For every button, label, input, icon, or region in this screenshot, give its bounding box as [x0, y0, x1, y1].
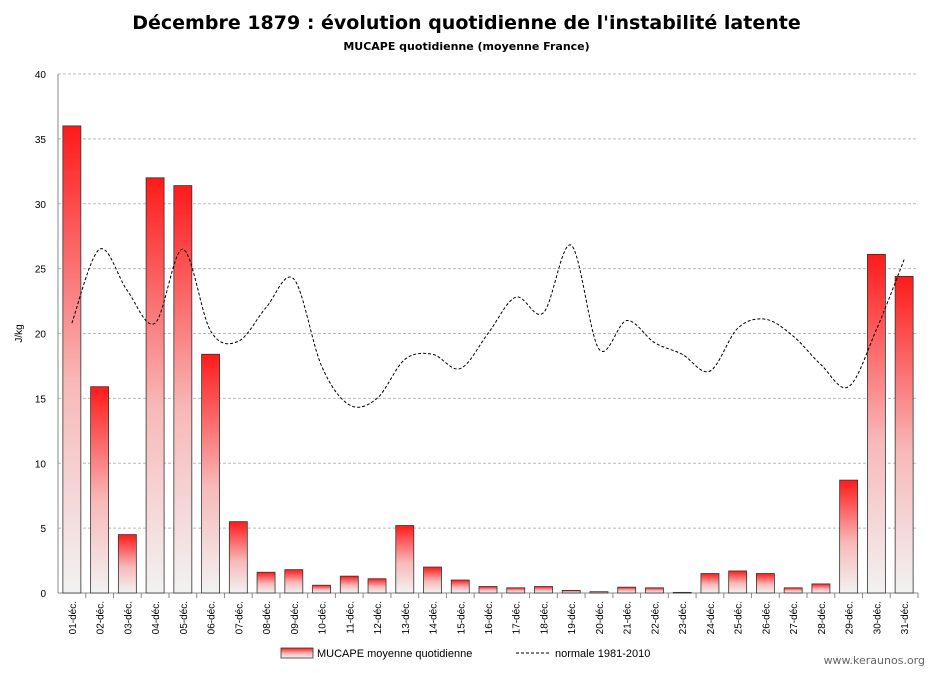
x-tick-label: 28-déc. — [817, 601, 828, 634]
normal-line — [71, 244, 905, 408]
x-tick-label: 20-déc. — [595, 601, 606, 634]
bar — [783, 587, 803, 594]
x-tick-label: 07-déc. — [234, 601, 245, 634]
y-tick-label: 10 — [35, 459, 47, 470]
bar — [478, 586, 498, 594]
x-tick-label: 18-déc. — [539, 601, 550, 634]
bar — [145, 177, 165, 594]
x-tick-label: 21-déc. — [623, 601, 634, 634]
x-tick-label: 09-déc. — [290, 601, 301, 634]
bar — [284, 569, 304, 594]
bar — [866, 253, 886, 594]
y-axis-label: J/kg — [14, 324, 25, 342]
bar — [811, 583, 831, 594]
chart-title: Décembre 1879 : évolution quotidienne de… — [132, 12, 801, 34]
bar — [700, 573, 720, 594]
x-tick-label: 12-déc. — [373, 601, 384, 634]
x-tick-label: 26-déc. — [761, 601, 772, 634]
x-tick-label: 27-déc. — [789, 601, 800, 634]
y-tick-label: 30 — [35, 200, 47, 211]
bar — [201, 353, 220, 594]
x-tick-label: 15-déc. — [456, 601, 467, 634]
bar — [256, 571, 276, 594]
chart-subtitle: MUCAPE quotidienne (moyenne France) — [343, 40, 590, 53]
x-tick-label: 19-déc. — [567, 601, 578, 634]
x-tick-label: 13-déc. — [401, 601, 412, 634]
y-tick-label: 40 — [35, 70, 47, 81]
x-tick-label: 02-déc. — [96, 601, 107, 634]
bar — [589, 591, 609, 594]
watermark: www.keraunos.org — [823, 654, 925, 667]
x-tick-label: 06-déc. — [207, 601, 218, 634]
y-tick-label: 20 — [35, 330, 47, 341]
y-tick-label: 0 — [40, 589, 46, 600]
x-tick-label: 03-déc. — [123, 601, 134, 634]
x-tick-label: 31-déc. — [900, 601, 911, 634]
x-tick-label: 01-déc. — [68, 601, 79, 634]
bar — [728, 570, 748, 594]
x-tick-label: 24-déc. — [706, 601, 717, 634]
legend-label-line: normale 1981-2010 — [555, 648, 650, 660]
bar — [339, 575, 359, 594]
bar — [756, 573, 775, 594]
x-tick-label: 11-déc. — [345, 601, 356, 634]
y-tick-label: 25 — [35, 265, 47, 276]
x-tick-label: 30-déc. — [872, 601, 883, 634]
legend-label-bars: MUCAPE moyenne quotidienne — [317, 648, 472, 660]
bar — [312, 584, 331, 594]
bar — [534, 586, 553, 594]
bar — [395, 525, 415, 594]
bar — [561, 590, 581, 594]
bar — [117, 534, 137, 594]
x-tick-label: 17-déc. — [512, 601, 523, 634]
y-tick-label: 5 — [40, 524, 46, 535]
x-tick-label: 29-déc. — [845, 601, 856, 634]
x-tick-label: 23-déc. — [678, 601, 689, 634]
x-tick-label: 10-déc. — [318, 601, 329, 634]
bar — [672, 591, 692, 594]
x-tick-label: 08-déc. — [262, 601, 273, 634]
bar — [839, 479, 859, 594]
bar — [645, 587, 664, 594]
x-tick-label: 25-déc. — [734, 601, 745, 634]
x-tick-label: 14-déc. — [429, 601, 440, 634]
y-tick-label: 15 — [35, 394, 47, 405]
bar — [367, 578, 387, 594]
y-tick-label: 35 — [35, 135, 47, 146]
x-tick-label: 22-déc. — [650, 601, 661, 634]
bar — [62, 125, 82, 594]
bar — [173, 185, 193, 594]
x-tick-label: 16-déc. — [484, 601, 495, 634]
bar — [228, 521, 248, 594]
bar — [423, 566, 442, 594]
legend-swatch-bars — [280, 647, 314, 659]
bar — [894, 276, 914, 594]
x-tick-label: 05-déc. — [179, 601, 190, 634]
bar — [450, 579, 470, 594]
bar — [506, 587, 526, 594]
bar — [617, 586, 637, 594]
x-tick-label: 04-déc. — [151, 601, 162, 634]
bar — [90, 386, 110, 594]
